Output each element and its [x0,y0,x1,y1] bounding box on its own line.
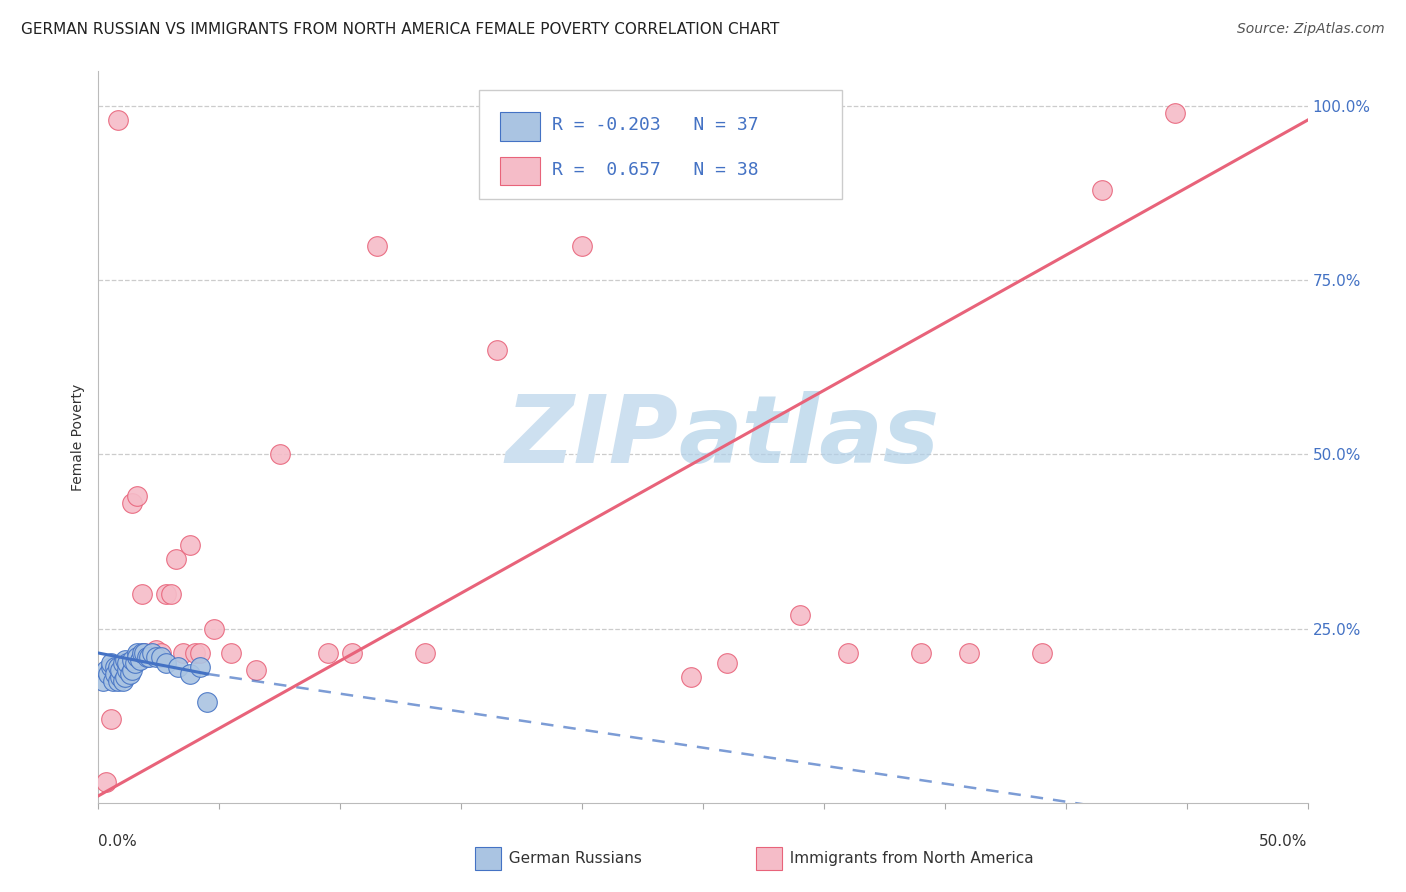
Point [104,667,127,681]
Point [131,646,153,660]
Point [135,649,157,664]
Point [1163,106,1185,120]
Point [204,622,226,636]
Point [138,649,160,664]
Point [111,673,134,688]
Point [679,670,702,684]
Point [114,653,136,667]
Point [1031,646,1053,660]
Point [150,649,173,664]
Point [107,113,129,128]
Point [101,673,124,688]
Point [127,646,149,660]
Point [131,587,153,601]
Text: Immigrants from North America: Immigrants from North America [780,851,1033,865]
Point [957,646,980,660]
Point [100,657,122,671]
Point [108,664,131,678]
Point [188,646,211,660]
Point [165,552,187,566]
Point [160,587,183,601]
Point [366,238,388,252]
Point [188,660,211,674]
Point [111,657,134,671]
Point [486,343,509,357]
Point [1091,183,1114,197]
Bar [501,112,540,141]
Point [121,496,143,510]
Text: R =  0.657   N = 38: R = 0.657 N = 38 [553,161,758,179]
Point [167,660,190,674]
Point [413,646,436,660]
Point [117,664,139,678]
Point [145,649,167,664]
Text: atlas: atlas [679,391,941,483]
Point [571,238,593,252]
Text: Source: ZipAtlas.com: Source: ZipAtlas.com [1237,22,1385,37]
Point [104,660,127,674]
Point [121,664,143,678]
Point [91,673,114,688]
Point [134,646,156,660]
Point [117,657,139,671]
Point [179,538,201,552]
Point [108,670,131,684]
Point [155,657,177,671]
Point [100,712,122,726]
Point [910,646,932,660]
Point [172,646,194,660]
Point [155,587,177,601]
Point [141,646,163,660]
Point [141,646,163,660]
Point [100,660,122,674]
Point [114,670,136,684]
Point [124,657,146,671]
Point [789,607,811,622]
Text: GERMAN RUSSIAN VS IMMIGRANTS FROM NORTH AMERICA FEMALE POVERTY CORRELATION CHART: GERMAN RUSSIAN VS IMMIGRANTS FROM NORTH … [21,22,779,37]
Text: ZIP: ZIP [506,391,679,483]
Point [184,646,207,660]
Text: German Russians: German Russians [499,851,643,865]
Point [94,775,117,789]
FancyBboxPatch shape [479,90,842,200]
Point [107,673,129,688]
Point [111,670,134,684]
Point [269,448,291,462]
Text: 0.0%: 0.0% [98,834,138,849]
Point [128,653,150,667]
Point [342,646,364,660]
Point [121,653,143,667]
Point [245,664,267,678]
Point [127,649,149,664]
Point [837,646,859,660]
Point [97,667,120,681]
Text: 50.0%: 50.0% [1260,834,1308,849]
Point [145,642,167,657]
Y-axis label: Female Poverty: Female Poverty [72,384,86,491]
Point [316,646,339,660]
Point [179,667,201,681]
Bar [501,157,540,186]
Point [94,664,117,678]
Point [221,646,243,660]
Text: R = -0.203   N = 37: R = -0.203 N = 37 [553,117,758,135]
Point [150,646,173,660]
Point [134,646,156,660]
Point [127,489,149,503]
Point [117,664,139,678]
Point [195,695,218,709]
Point [118,667,141,681]
Point [716,657,738,671]
Point [107,660,129,674]
